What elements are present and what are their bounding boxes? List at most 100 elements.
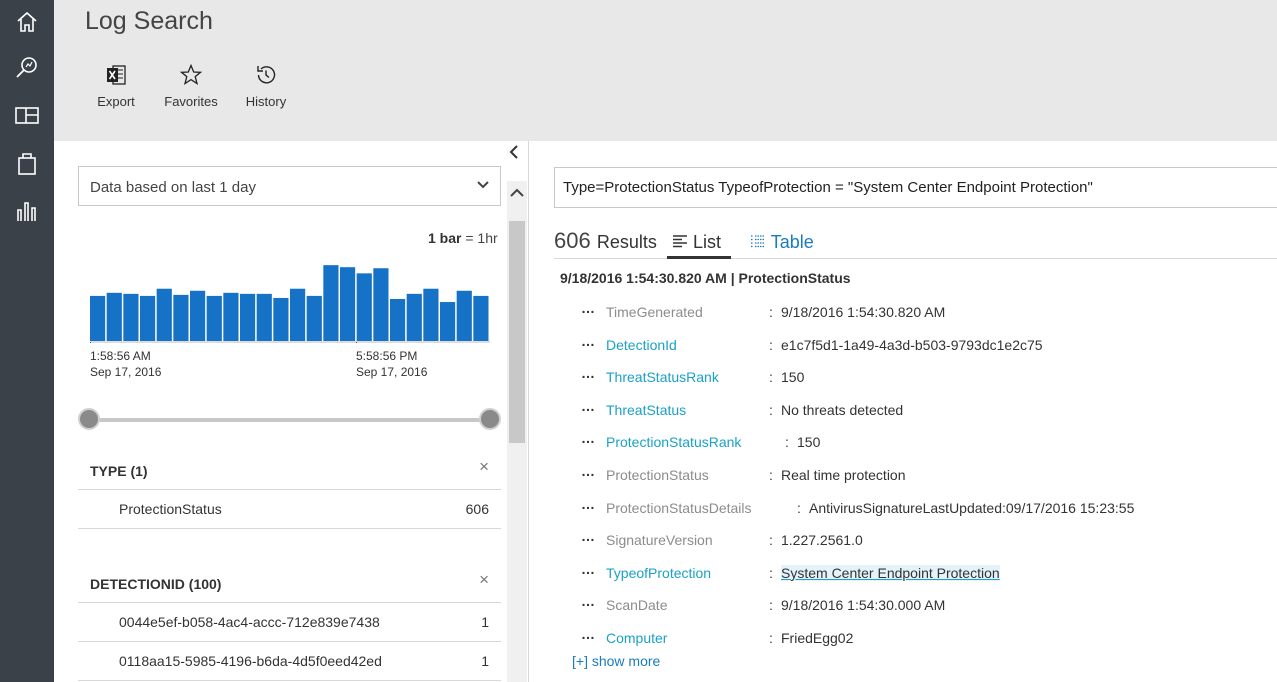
field-value: 1.227.2561.0 <box>781 532 863 549</box>
star-icon <box>156 63 226 91</box>
field-name: ProtectionStatusDetails <box>606 499 752 516</box>
query-input[interactable]: Type=ProtectionStatus TypeofProtection =… <box>554 167 1277 208</box>
field-name: TimeGenerated <box>606 304 703 320</box>
histogram-bar[interactable] <box>123 293 139 341</box>
field-menu-icon[interactable]: … <box>581 528 596 545</box>
facet-row[interactable]: 0044e5ef-b058-4ac4-accc-712e839e7438 1 <box>78 603 501 642</box>
histogram-bar[interactable] <box>390 298 406 341</box>
histogram-bar[interactable] <box>456 290 472 341</box>
field-separator: : <box>797 499 801 516</box>
histogram-bar[interactable] <box>423 288 439 341</box>
facet-detectionid-header[interactable]: DETECTIONID (100) × <box>78 566 501 603</box>
field-separator: : <box>769 369 773 386</box>
histogram-bar[interactable] <box>90 295 106 341</box>
facet-row[interactable]: ProtectionStatus 606 <box>78 490 501 529</box>
export-label: Export <box>97 94 135 109</box>
slider-handle-end[interactable] <box>479 408 501 430</box>
field-value: No threats detected <box>781 401 904 418</box>
histogram-bar[interactable] <box>323 265 339 341</box>
pane-divider[interactable] <box>528 141 529 682</box>
results-count: 606 Results <box>554 228 657 254</box>
chevron-down-icon <box>476 178 490 197</box>
histogram-bar[interactable] <box>140 295 156 341</box>
field-name[interactable]: ThreatStatus <box>606 401 687 418</box>
close-icon[interactable]: × <box>479 570 489 589</box>
field-separator: : <box>769 564 773 581</box>
facet-count: 1 <box>481 614 489 630</box>
close-icon[interactable]: × <box>479 457 489 476</box>
field-name[interactable]: Computer <box>606 630 668 646</box>
histogram-bar[interactable] <box>306 295 322 341</box>
field-name[interactable]: DetectionId <box>606 336 677 353</box>
field-name[interactable]: ThreatStatusRank <box>606 369 719 386</box>
tab-list-label: List <box>693 232 722 252</box>
tab-table[interactable]: Table <box>750 232 814 253</box>
field-name[interactable]: ProtectionStatusRank <box>606 434 742 451</box>
scrollbar-thumb[interactable] <box>509 221 525 443</box>
home-icon[interactable] <box>13 8 41 36</box>
facet-count: 606 <box>465 501 489 517</box>
scroll-up-icon[interactable] <box>510 185 524 203</box>
histogram-bar[interactable] <box>156 288 172 341</box>
slider-track[interactable] <box>90 418 489 422</box>
facet-value: 0044e5ef-b058-4ac4-accc-712e839e7438 <box>119 614 380 630</box>
histogram-bar[interactable] <box>240 293 256 341</box>
time-range-dropdown[interactable]: Data based on last 1 day <box>78 166 501 206</box>
histogram-bar[interactable] <box>190 290 206 341</box>
histogram-bar[interactable] <box>356 273 372 341</box>
field-value: Real time protection <box>781 467 906 483</box>
facet-type-header[interactable]: TYPE (1) × <box>78 453 501 490</box>
favorites-button[interactable]: Favorites <box>156 63 226 109</box>
tab-list[interactable]: List <box>672 232 721 253</box>
results-number: 606 <box>554 228 591 253</box>
field-menu-icon[interactable]: … <box>581 593 596 610</box>
scrollbar[interactable] <box>507 181 527 682</box>
field-menu-icon[interactable]: … <box>581 495 596 512</box>
field-menu-icon[interactable]: … <box>581 397 596 414</box>
field-separator: : <box>769 597 773 614</box>
field-menu-icon[interactable]: … <box>581 430 596 447</box>
histogram-bar[interactable] <box>290 288 306 341</box>
nav-rail <box>0 0 54 682</box>
field-menu-icon[interactable]: … <box>581 332 596 349</box>
show-more-link[interactable]: [+] show more <box>572 653 661 669</box>
histogram-bar[interactable] <box>256 293 272 341</box>
histogram-bar[interactable] <box>340 267 356 341</box>
facet-count: 1 <box>481 653 489 669</box>
histogram-bar[interactable] <box>173 294 189 342</box>
histogram-bar[interactable] <box>223 292 239 341</box>
history-button[interactable]: History <box>231 63 301 109</box>
usage-icon[interactable] <box>13 197 41 225</box>
histogram-bar[interactable] <box>206 295 222 341</box>
field-value: e1c7f5d1-1a49-4a3d-b503-9793dc1e2c75 <box>781 336 1043 353</box>
field-name: ScanDate <box>606 597 668 614</box>
facet-row[interactable]: 0118aa15-5985-4196-b6da-4d5f0eed42ed 1 <box>78 642 501 681</box>
export-button[interactable]: Export <box>81 63 151 109</box>
field-name[interactable]: TypeofProtection <box>606 564 712 581</box>
field-menu-icon[interactable]: … <box>581 365 596 382</box>
facet-value: 0118aa15-5985-4196-b6da-4d5f0eed42ed <box>119 653 382 669</box>
histogram-bar[interactable] <box>473 295 489 341</box>
search-icon[interactable] <box>13 54 41 82</box>
field-menu-icon[interactable]: … <box>581 300 596 316</box>
field-separator: : <box>769 630 773 646</box>
field-separator: : <box>785 434 789 451</box>
field-value[interactable]: System Center Endpoint Protection <box>781 564 1000 581</box>
histogram-bar[interactable] <box>273 297 289 341</box>
histogram-bar[interactable] <box>440 302 456 341</box>
solutions-gallery-icon[interactable] <box>13 149 41 177</box>
field-value: 9/18/2016 1:54:30.000 AM <box>781 597 946 614</box>
histogram-chart[interactable] <box>90 259 490 343</box>
collapse-pane-icon[interactable] <box>509 145 519 162</box>
field-menu-icon[interactable]: … <box>581 560 596 577</box>
histogram-bar[interactable] <box>106 292 122 341</box>
field-menu-icon[interactable]: … <box>581 626 596 642</box>
dashboard-icon[interactable] <box>13 101 41 129</box>
histogram-bar[interactable] <box>373 268 389 341</box>
field-value: AntivirusSignatureLastUpdated:09/17/2016… <box>809 499 1135 516</box>
time-range-slider[interactable] <box>78 407 501 433</box>
histogram-bar[interactable] <box>406 293 422 341</box>
slider-handle-start[interactable] <box>78 408 100 430</box>
field-menu-icon[interactable]: … <box>581 463 596 479</box>
query-text: Type=ProtectionStatus TypeofProtection =… <box>563 179 1093 196</box>
